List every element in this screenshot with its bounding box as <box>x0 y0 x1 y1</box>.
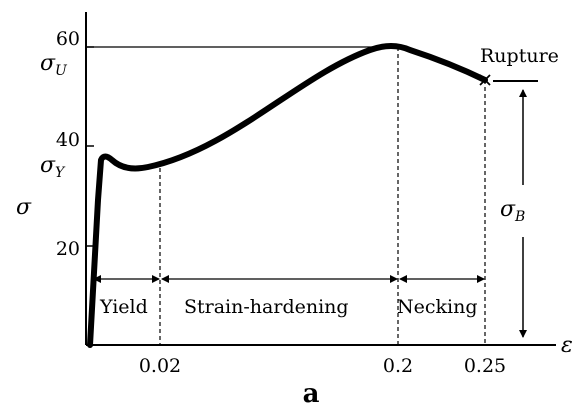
x-tick-0.02: 0.02 <box>139 355 181 377</box>
rupture-label: Rupture <box>480 45 559 67</box>
region-label-necking: Necking <box>397 296 478 318</box>
rupture-marker <box>479 74 491 86</box>
sigma-y-symbol: σ <box>40 153 56 178</box>
sigma-y-subscript: Y <box>55 165 66 181</box>
x-axis-symbol: ε <box>561 333 573 358</box>
y-axis-symbol: σ <box>16 195 32 220</box>
x-tick-0.25: 0.25 <box>464 355 506 377</box>
sigma-b-symbol: σ <box>500 197 516 222</box>
region-label-strain-hardening: Strain-hardening <box>184 296 349 318</box>
x-tick-0.2: 0.2 <box>383 355 413 377</box>
sigma-u-subscript: U <box>55 63 68 79</box>
region-label-yield: Yield <box>99 296 148 318</box>
y-tick-20: 20 <box>56 238 80 260</box>
sigma-u-symbol: σ <box>40 51 56 76</box>
figure-caption: a <box>303 379 320 408</box>
y-tick-60: 60 <box>56 28 80 50</box>
stress-strain-curve <box>87 43 488 348</box>
y-tick-40: 40 <box>56 129 80 151</box>
sigma-b-subscript: B <box>514 209 525 225</box>
